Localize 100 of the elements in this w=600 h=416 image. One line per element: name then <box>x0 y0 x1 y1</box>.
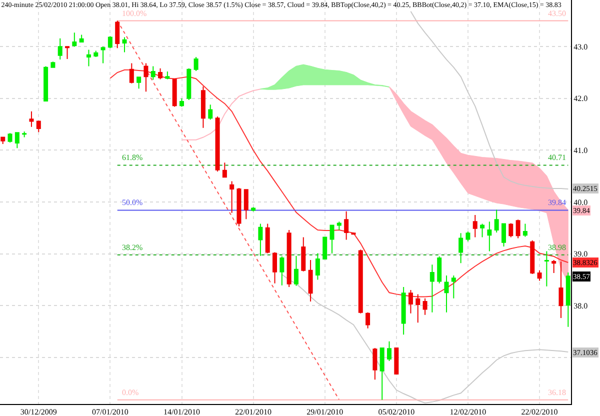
candlestick <box>544 250 549 287</box>
line-series <box>410 10 569 190</box>
candlestick <box>230 180 234 214</box>
ref-line-label: 39.84 <box>548 198 566 207</box>
candlestick <box>58 38 62 60</box>
candlestick <box>72 32 77 48</box>
x-tick-label: 29/01/2010 <box>306 408 344 416</box>
candlestick <box>472 214 478 238</box>
candlestick <box>129 62 134 84</box>
candlestick <box>186 68 192 100</box>
candlestick <box>8 132 12 143</box>
y-tick-label: 40.0 <box>574 198 588 207</box>
candlestick <box>44 66 48 102</box>
candlestick <box>14 132 20 149</box>
annotation: 38.2% <box>122 243 143 252</box>
candlestick <box>215 116 220 172</box>
candlestick <box>508 222 514 238</box>
candlestick <box>158 68 163 80</box>
candlestick <box>136 76 142 90</box>
candlestick <box>380 348 384 400</box>
y-tick-label: 43.0 <box>574 42 588 52</box>
candlestick <box>200 86 206 128</box>
candlestick <box>165 70 170 80</box>
candlestick <box>265 223 270 254</box>
candlestick <box>65 46 70 60</box>
line-series <box>181 88 261 140</box>
candlestick <box>108 36 112 49</box>
candlestick <box>487 221 492 252</box>
candlestick <box>394 348 399 375</box>
candlestick <box>566 272 570 328</box>
y-tick-label: 39.0 <box>574 250 588 259</box>
candlestick <box>315 252 320 280</box>
candlestick <box>194 56 198 72</box>
candlestick <box>172 78 177 108</box>
ref-line-label: 40.71 <box>548 153 566 162</box>
x-tick-label: 14/01/2010 <box>164 408 200 416</box>
candlestick <box>236 188 242 227</box>
candlestick <box>36 120 41 133</box>
candlestick <box>286 229 292 288</box>
y-tick-label: 41.0 <box>574 146 588 156</box>
line-series <box>281 274 569 404</box>
candlestick <box>530 240 535 274</box>
x-tick-label: 05/02/2010 <box>378 408 415 416</box>
candlestick <box>358 249 363 314</box>
candlestick <box>272 252 278 284</box>
annotation: 50.0% <box>122 198 143 207</box>
annotation: 0.0% <box>122 388 139 397</box>
ref-line-label: 43.50 <box>548 9 566 18</box>
candlestick <box>301 236 306 272</box>
candlestick <box>458 232 464 264</box>
candlestick <box>401 286 406 336</box>
candlestick <box>22 131 27 138</box>
candlestick <box>480 223 485 238</box>
candlestick <box>366 312 370 329</box>
candlestick <box>86 49 91 67</box>
candlestick <box>516 219 520 239</box>
candlestick <box>251 206 256 212</box>
candlestick <box>552 260 556 274</box>
y-tick-label: 42.0 <box>574 94 588 104</box>
x-tick-label: 07/01/2010 <box>92 408 128 416</box>
ref-line-label: 38.98 <box>548 243 566 252</box>
candlestick <box>150 66 156 80</box>
candlestick <box>501 222 506 248</box>
y-tick-label: 38.0 <box>574 301 588 310</box>
x-tick-label: 12/02/2010 <box>450 408 486 416</box>
candlestick <box>451 275 456 299</box>
candlestick <box>50 61 56 68</box>
candlestick <box>222 162 227 178</box>
candlestick <box>322 236 328 260</box>
annotation: 100.0% <box>122 9 147 18</box>
x-tick-label: 22/01/2010 <box>235 408 272 416</box>
line-series <box>110 69 569 298</box>
candlestick <box>79 34 84 43</box>
ref-line-label: 36.18 <box>548 388 566 397</box>
candlestick <box>330 224 334 254</box>
candlestick <box>444 275 449 313</box>
candlestick <box>430 264 434 313</box>
candlestick <box>308 260 313 302</box>
candlestick <box>29 110 34 128</box>
candlestick <box>208 104 213 120</box>
candlestick <box>122 36 127 53</box>
candlestick <box>372 348 378 380</box>
candlestick <box>494 209 499 234</box>
candlestick <box>466 231 470 242</box>
candlestick <box>294 255 298 286</box>
candlestick <box>522 223 528 238</box>
candlestick <box>0 136 6 144</box>
candlestick <box>422 298 428 316</box>
candlestick <box>336 221 342 230</box>
candlestick <box>558 261 564 319</box>
x-tick-label: 22/02/2010 <box>521 408 558 416</box>
candlestick <box>437 256 442 284</box>
candlestick <box>94 50 98 58</box>
candlestick <box>179 98 184 108</box>
candlestick <box>387 340 392 362</box>
candlestick <box>100 46 106 64</box>
candlestick <box>416 294 420 324</box>
candlestick <box>408 290 413 314</box>
candlestick <box>244 189 248 220</box>
candlestick <box>280 256 284 286</box>
